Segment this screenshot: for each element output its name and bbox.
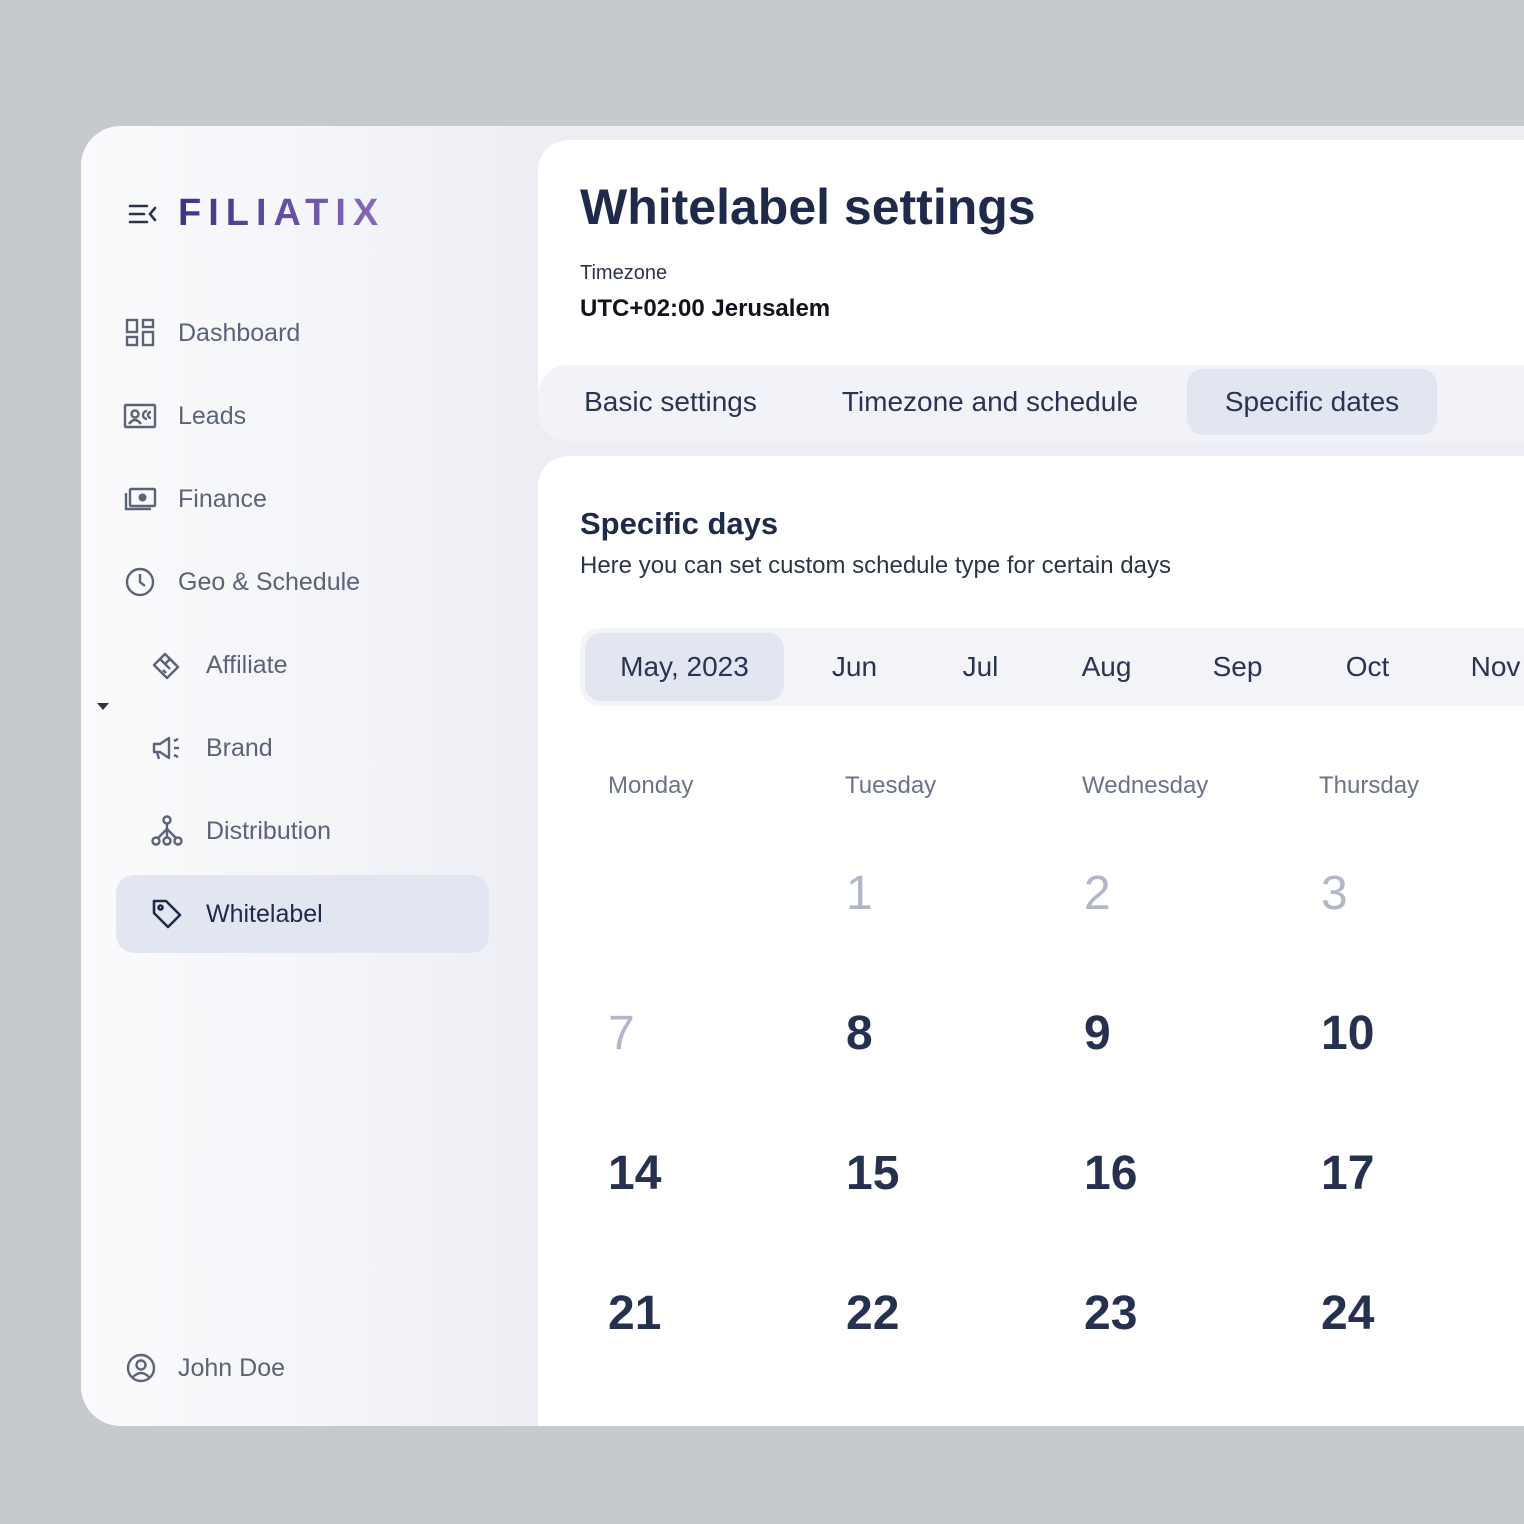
tabs-bar: Basic settings Timezone and schedule Spe… <box>538 365 1524 441</box>
timezone-label: Timezone <box>580 262 668 284</box>
sidebar-item-finance[interactable]: Finance <box>116 460 489 538</box>
sidebar-item-label: Affiliate <box>206 650 288 679</box>
sidebar-item-distribution[interactable]: Distribution <box>116 792 489 870</box>
tab-timezone-schedule[interactable]: Timezone and schedule <box>841 386 1139 417</box>
calendar-day[interactable]: 22 <box>846 1287 900 1340</box>
sidebar-item-affiliate[interactable]: Affiliate <box>116 626 489 704</box>
sidebar-item-label: Dashboard <box>178 318 301 347</box>
settings-header: Whitelabel settings Timezone UTC+02:00 J… <box>538 140 1524 441</box>
megaphone-icon <box>152 736 179 760</box>
app-window: FILIATIX Dashboard Leads <box>81 126 1524 1426</box>
collapse-menu-icon[interactable] <box>128 199 158 229</box>
sidebar-item-brand[interactable]: Brand <box>116 709 489 787</box>
calendar-day[interactable]: 23 <box>1084 1287 1138 1340</box>
user-profile[interactable]: John Doe <box>125 1352 285 1384</box>
section-subtitle: Here you can set custom schedule type fo… <box>580 552 1171 579</box>
calendar-day[interactable]: 15 <box>846 1147 900 1200</box>
calendar-day[interactable]: 14 <box>608 1147 662 1200</box>
page-title: Whitelabel settings <box>580 179 1036 235</box>
month-tab[interactable]: Oct <box>1345 651 1390 682</box>
calendar-day[interactable]: 9 <box>1084 1007 1111 1060</box>
money-icon <box>124 487 157 511</box>
tab-specific-dates[interactable]: Specific dates <box>1187 369 1437 435</box>
sidebar-item-dashboard[interactable]: Dashboard <box>116 294 489 372</box>
user-circle-icon <box>126 1353 156 1383</box>
calendar-day[interactable]: 3 <box>1321 867 1348 920</box>
sidebar-item-label: Geo & Schedule <box>178 567 361 596</box>
section-title: Specific days <box>580 506 779 541</box>
calendar-day[interactable]: 1 <box>846 867 873 920</box>
sidebar-item-label: Leads <box>178 401 247 430</box>
dashboard-icon <box>125 318 155 347</box>
sidebar: FILIATIX Dashboard Leads <box>81 126 538 1426</box>
sidebar-item-label: Whitelabel <box>206 899 323 928</box>
calendar-day[interactable]: 10 <box>1321 1007 1375 1060</box>
calendar-day[interactable]: 21 <box>608 1287 662 1340</box>
timezone-value: UTC+02:00 Jerusalem <box>580 295 831 322</box>
sidebar-item-label: Finance <box>178 484 267 513</box>
tab-basic-settings[interactable]: Basic settings <box>584 386 757 417</box>
month-tab[interactable]: Jul <box>962 651 999 682</box>
month-tab[interactable]: Sep <box>1212 651 1263 682</box>
calendar-day[interactable]: 2 <box>1084 867 1111 920</box>
calendar-day[interactable]: 24 <box>1321 1287 1375 1340</box>
month-selector: May, 2023 Jun Jul Aug Sep Oct Nov <box>580 628 1524 706</box>
month-tab[interactable]: Jun <box>831 651 878 682</box>
specific-days-panel: Specific days Here you can set custom sc… <box>538 456 1524 1426</box>
network-icon <box>151 815 183 846</box>
month-tab[interactable]: Nov <box>1470 651 1521 682</box>
id-card-icon <box>123 403 157 429</box>
sidebar-item-leads[interactable]: Leads <box>116 377 489 455</box>
brand-logo: FILIATIX <box>178 192 386 234</box>
handshake-icon <box>152 652 180 680</box>
tag-icon <box>152 899 182 929</box>
logo-row: FILIATIX <box>128 192 385 235</box>
sidebar-item-whitelabel[interactable]: Whitelabel <box>116 875 489 953</box>
month-tab[interactable]: May, 2023 <box>585 633 784 701</box>
calendar-day[interactable]: 17 <box>1321 1147 1375 1200</box>
weekday-header: Tuesday <box>845 772 937 799</box>
sidebar-item-geo-schedule[interactable]: Geo & Schedule <box>116 543 489 621</box>
caret-down-icon[interactable] <box>96 701 110 711</box>
calendar-day[interactable]: 8 <box>846 1007 873 1060</box>
clock-icon <box>125 567 155 597</box>
sidebar-item-label: Distribution <box>206 816 332 845</box>
weekday-header: Thursday <box>1319 772 1420 799</box>
weekday-header: Wednesday <box>1082 772 1209 799</box>
weekday-header: Monday <box>608 772 694 799</box>
calendar-day[interactable]: 16 <box>1084 1147 1138 1200</box>
month-tab[interactable]: Aug <box>1081 651 1132 682</box>
sidebar-item-label: Brand <box>206 733 273 762</box>
calendar-day[interactable]: 7 <box>608 1007 635 1060</box>
user-name: John Doe <box>178 1353 286 1382</box>
